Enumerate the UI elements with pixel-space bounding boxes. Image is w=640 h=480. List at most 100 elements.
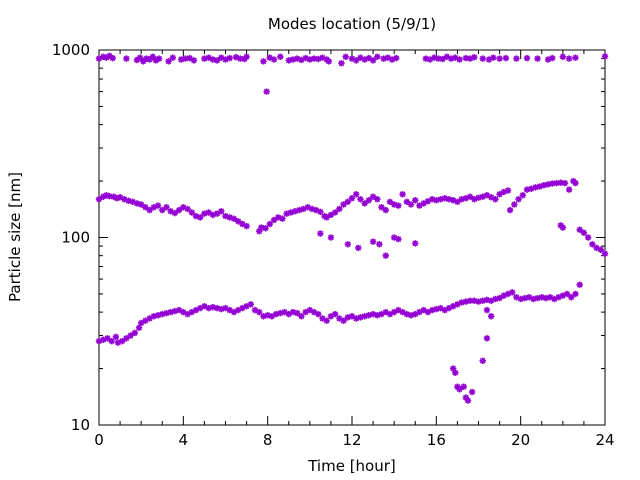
data-point — [506, 206, 514, 214]
data-point — [234, 218, 242, 225]
data-point — [142, 204, 149, 211]
data-point — [422, 55, 429, 62]
data-point — [365, 197, 373, 204]
data-point — [285, 310, 292, 318]
data-point — [525, 294, 533, 301]
data-point — [340, 201, 347, 208]
data-point — [576, 281, 583, 288]
data-point — [315, 310, 322, 318]
data-point — [565, 186, 573, 193]
data-point — [344, 198, 351, 206]
data-point — [483, 335, 491, 342]
x-tick-label: 0 — [94, 431, 104, 449]
data-point — [496, 294, 503, 302]
data-point — [226, 54, 233, 62]
data-point — [201, 55, 208, 62]
data-point — [513, 55, 520, 62]
data-point — [399, 191, 406, 198]
data-point — [559, 224, 567, 231]
data-point — [565, 55, 573, 62]
data-point — [395, 235, 402, 243]
data-point — [109, 54, 116, 62]
data-point — [353, 191, 360, 198]
data-point — [490, 54, 497, 61]
x-axis-label: Time [hour] — [307, 457, 396, 475]
data-point — [188, 209, 195, 216]
data-point — [452, 369, 459, 376]
data-point — [159, 206, 166, 214]
data-point — [390, 308, 398, 316]
data-point — [456, 386, 463, 393]
data-point — [435, 55, 442, 62]
data-point — [580, 229, 588, 236]
data-point — [374, 196, 381, 203]
data-point — [544, 181, 552, 188]
data-point — [492, 196, 499, 203]
y-tick-label: 10 — [71, 416, 90, 434]
data-point — [243, 53, 250, 60]
data-point — [407, 201, 415, 208]
data-point — [155, 55, 163, 62]
data-point — [218, 208, 225, 215]
data-point — [515, 196, 522, 203]
data-point — [382, 206, 389, 214]
data-point — [378, 204, 385, 211]
data-point — [502, 54, 510, 62]
data-point — [519, 192, 526, 199]
data-points — [95, 52, 609, 404]
data-point — [403, 198, 411, 206]
data-point — [572, 290, 579, 298]
data-point — [331, 209, 339, 216]
data-point — [342, 53, 349, 60]
data-point — [131, 329, 139, 337]
data-point — [327, 211, 335, 219]
data-point — [369, 57, 377, 64]
data-point — [323, 317, 330, 324]
data-point — [589, 241, 596, 248]
data-point — [146, 206, 153, 214]
data-point — [279, 215, 286, 222]
chart-title: Modes location (5/9/1) — [268, 15, 436, 33]
data-point — [197, 214, 204, 221]
data-point — [471, 297, 478, 304]
data-point — [169, 54, 176, 61]
data-point — [374, 53, 381, 60]
data-point — [584, 234, 592, 241]
data-point — [479, 357, 486, 364]
data-point — [504, 187, 512, 194]
y-axis-label: Particle size [nm] — [6, 172, 24, 302]
axis-ticks — [98, 49, 606, 426]
data-point — [175, 206, 183, 214]
data-point — [454, 198, 461, 206]
data-point — [561, 179, 569, 187]
data-point — [184, 205, 191, 213]
y-tick-label: 1000 — [52, 41, 90, 59]
data-point — [559, 53, 567, 60]
data-point — [528, 185, 535, 192]
data-point — [108, 337, 115, 345]
data-point — [112, 333, 120, 341]
x-tick-label: 8 — [263, 431, 273, 449]
data-point — [382, 252, 389, 259]
data-point — [511, 201, 518, 208]
data-point — [338, 60, 345, 67]
data-point — [483, 306, 491, 314]
data-point — [395, 202, 402, 209]
data-point — [460, 383, 467, 390]
data-point — [260, 58, 267, 65]
data-point — [458, 299, 465, 306]
data-point — [412, 240, 419, 247]
data-point — [327, 234, 335, 241]
data-point — [263, 88, 270, 95]
data-point — [317, 230, 324, 237]
data-point — [182, 55, 189, 62]
data-point — [475, 298, 482, 305]
data-point — [270, 216, 278, 224]
data-point — [127, 332, 134, 339]
data-point — [317, 208, 324, 216]
data-point — [509, 289, 516, 296]
data-point — [171, 209, 179, 217]
data-point — [376, 241, 383, 248]
data-point — [542, 294, 550, 302]
